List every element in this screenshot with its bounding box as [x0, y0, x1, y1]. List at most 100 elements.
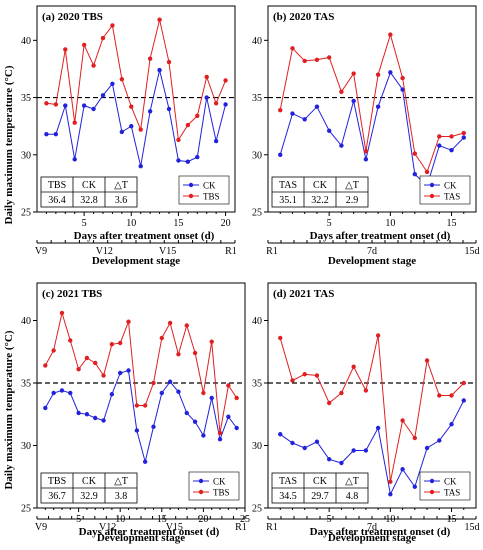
legend-marker-tas	[429, 193, 435, 199]
data-point-ck	[278, 432, 283, 437]
data-point-ck	[223, 102, 228, 107]
data-point-tbs	[184, 323, 189, 328]
data-point-tas	[351, 364, 356, 369]
data-point-tas	[388, 32, 393, 37]
data-point-ck	[314, 104, 320, 109]
y-tick-label: 25	[21, 208, 31, 219]
y-tick-label: 25	[21, 504, 31, 515]
data-point-tbs	[51, 348, 56, 353]
data-point-ck	[84, 412, 90, 417]
legend-label: TAS	[444, 488, 460, 498]
y-axis-label-top: Daily maximum temperature (°C)	[3, 65, 15, 224]
x-tick-label: 10	[126, 218, 136, 229]
data-point-ck	[184, 410, 189, 416]
y-tick-label: 30	[252, 150, 262, 161]
data-point-tas	[388, 479, 393, 484]
data-point-ck	[375, 425, 381, 431]
data-point-ck	[449, 422, 454, 427]
y-tick-label: 35	[21, 379, 31, 390]
data-point-tas	[278, 335, 283, 341]
data-point-tas	[290, 378, 295, 383]
data-point-tbs	[151, 380, 156, 386]
x-axis-label: Days after treatment onset (d)	[79, 526, 220, 538]
data-point-tas	[314, 373, 320, 378]
y-tick-label: 30	[252, 441, 262, 452]
stats-header: CK	[82, 476, 97, 487]
data-point-ck	[157, 67, 162, 73]
data-point-ck	[118, 370, 123, 376]
stage-label: 7d	[367, 522, 377, 533]
y-tick-label: 35	[252, 379, 262, 390]
stats-value: 35.1	[279, 195, 297, 206]
legend-label: TBS	[213, 488, 230, 498]
x-axis-label: Days after treatment onset (d)	[74, 230, 215, 242]
data-point-tbs	[213, 101, 219, 106]
stats-value: 32.9	[80, 491, 98, 502]
data-point-ck	[110, 81, 115, 87]
stage-axis-title: Development stage	[97, 532, 185, 544]
stats-value: 36.7	[48, 491, 66, 502]
data-point-tbs	[119, 77, 125, 82]
legend-marker-ck	[198, 478, 204, 484]
data-point-tbs	[100, 35, 106, 41]
data-point-tas	[326, 55, 332, 60]
series-line-tas	[279, 32, 464, 174]
panel-title: (d) 2021 TAS	[273, 288, 334, 300]
legend-box	[178, 175, 230, 205]
x-axis-label: Days after treatment onset (d)	[310, 526, 451, 538]
data-point-ck	[363, 448, 369, 453]
data-point-ck	[213, 138, 219, 144]
data-point-ck	[437, 143, 442, 148]
data-point-ck	[363, 157, 369, 162]
data-point-tbs	[142, 403, 148, 408]
data-point-tas	[363, 388, 369, 393]
data-point-ck	[461, 398, 466, 403]
data-point-tas	[302, 372, 307, 377]
y-tick-label: 25	[252, 208, 262, 219]
data-point-tas	[424, 169, 430, 175]
x-tick-label: 10	[385, 218, 395, 229]
data-point-tas	[375, 72, 381, 77]
data-point-tbs	[234, 395, 239, 401]
data-point-tas	[449, 393, 454, 398]
legend-marker-tbs	[198, 489, 204, 495]
data-point-ck	[326, 457, 332, 462]
data-point-tas	[339, 390, 344, 396]
stage-label: R1	[266, 522, 278, 533]
data-point-tbs	[166, 59, 172, 65]
data-point-ck	[101, 418, 106, 423]
stage-label: V9	[35, 522, 47, 533]
panel-2: 25303540510152025Days after treatment on…	[21, 282, 250, 544]
y-tick-label: 30	[21, 150, 31, 161]
data-point-tbs	[185, 122, 191, 128]
data-point-ck	[400, 87, 405, 92]
panel-title: (a) 2020 TBS	[42, 11, 103, 23]
data-point-tbs	[44, 101, 49, 106]
data-point-tbs	[159, 335, 164, 341]
data-point-tas	[326, 400, 332, 406]
stats-value: 3.6	[115, 195, 128, 206]
stats-header: △T	[345, 476, 359, 487]
data-point-tbs	[138, 127, 143, 132]
data-point-ck	[176, 158, 181, 163]
legend-marker-ck	[429, 182, 435, 188]
data-point-tbs	[201, 390, 206, 396]
data-point-tas	[351, 71, 356, 76]
data-point-tbs	[91, 63, 96, 68]
x-tick-label: 15	[447, 218, 457, 229]
data-point-tas	[412, 151, 418, 156]
stage-axis-title: Development stage	[328, 255, 416, 267]
y-tick-label: 40	[21, 316, 31, 327]
data-point-tas	[339, 89, 344, 95]
stage-label: V15	[159, 246, 176, 257]
data-point-tbs	[176, 137, 181, 143]
stats-value: 3.8	[115, 491, 128, 502]
data-point-tbs	[157, 17, 162, 22]
stage-label: V12	[99, 522, 116, 533]
legend-label: TBS	[203, 192, 220, 202]
data-point-tas	[363, 149, 369, 154]
stats-header: △T	[114, 476, 128, 487]
data-point-ck	[63, 103, 68, 108]
